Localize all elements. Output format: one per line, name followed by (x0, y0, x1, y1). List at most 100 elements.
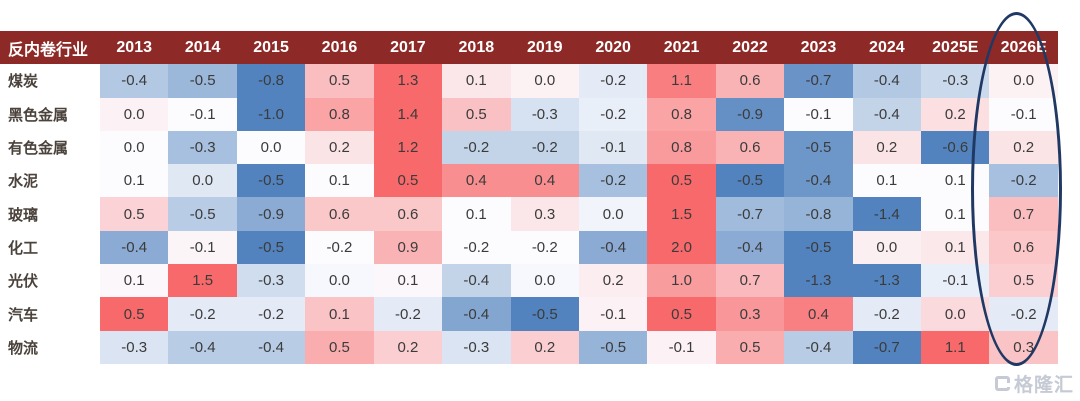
heatmap-cell-r4-c12: 0.1 (921, 197, 990, 231)
heatmap-cell-r8-c3: 0.5 (305, 330, 374, 364)
heatmap-cell-r5-c8: 2.0 (647, 230, 716, 265)
heatmap-cell-r0-c9: 0.6 (715, 64, 785, 98)
heatmap-cell-r3-c4: 0.5 (373, 164, 443, 198)
heatmap-cell-r6-c8: 1.0 (647, 264, 716, 298)
row-label: 煤炭 (0, 64, 100, 98)
year-header-2024: 2024 (852, 31, 922, 65)
heatmap-cell-r6-c13: 0.5 (989, 264, 1058, 298)
year-header-2015: 2015 (236, 31, 306, 65)
heatmap-cell-r1-c1: -0.1 (168, 97, 237, 131)
heatmap-cell-r5-c3: -0.2 (305, 230, 374, 265)
heatmap-cell-r2-c4: 1.2 (373, 130, 443, 165)
heatmap-cell-r0-c13: 0.0 (989, 64, 1058, 98)
heatmap-cell-r7-c10: 0.4 (784, 297, 853, 331)
heatmap-cell-r4-c13: 0.7 (989, 197, 1058, 231)
heatmap-cell-r6-c2: -0.3 (236, 264, 306, 298)
heatmap-cell-r8-c2: -0.4 (236, 330, 306, 364)
heatmap-cell-r6-c6: 0.0 (510, 264, 579, 298)
heatmap-cell-r7-c8: 0.5 (647, 297, 716, 331)
heatmap-cell-r1-c6: -0.3 (510, 97, 579, 131)
year-header-2017: 2017 (373, 31, 443, 65)
row-label: 物流 (0, 330, 100, 364)
heatmap-cell-r8-c12: 1.1 (921, 330, 990, 364)
heatmap-cell-r5-c4: 0.9 (373, 230, 443, 265)
heatmap-cell-r5-c5: -0.2 (442, 230, 511, 265)
heatmap-cell-r2-c0: 0.0 (100, 130, 169, 165)
heatmap-cell-r5-c2: -0.5 (236, 230, 306, 265)
year-header-2023: 2023 (784, 31, 853, 65)
year-header-2018: 2018 (442, 31, 511, 65)
heatmap-cell-r5-c11: 0.0 (852, 230, 922, 265)
heatmap-cell-r5-c6: -0.2 (510, 230, 579, 265)
heatmap-cell-r0-c0: -0.4 (100, 64, 169, 98)
heatmap-cell-r0-c7: -0.2 (578, 64, 648, 98)
heatmap-cell-r3-c7: -0.2 (578, 164, 648, 198)
row-label: 光伏 (0, 264, 100, 298)
heatmap-cell-r2-c11: 0.2 (852, 130, 922, 165)
heatmap-cell-r7-c6: -0.5 (510, 297, 579, 331)
row-label: 汽车 (0, 297, 100, 331)
heatmap-cell-r5-c1: -0.1 (168, 230, 237, 265)
heatmap-cell-r1-c5: 0.5 (442, 97, 511, 131)
heatmap-cell-r5-c0: -0.4 (100, 230, 169, 265)
heatmap-cell-r7-c4: -0.2 (373, 297, 443, 331)
heatmap-cell-r3-c10: -0.4 (784, 164, 853, 198)
heatmap-cell-r4-c9: -0.7 (715, 197, 785, 231)
heatmap-cell-r0-c8: 1.1 (647, 64, 716, 98)
heatmap-cell-r6-c12: -0.1 (921, 264, 990, 298)
heatmap-cell-r3-c3: 0.1 (305, 164, 374, 198)
heatmap-cell-r1-c0: 0.0 (100, 97, 169, 131)
heatmap-cell-r5-c7: -0.4 (578, 230, 648, 265)
heatmap-cell-r7-c7: -0.1 (578, 297, 648, 331)
heatmap-cell-r7-c9: 0.3 (715, 297, 785, 331)
heatmap-table: 反内卷行业 2013 2014 2015 2016 2017 2018 2019 2020 202… (0, 31, 1058, 364)
heatmap-cell-r2-c6: -0.2 (510, 130, 579, 165)
year-header-2021: 2021 (647, 31, 716, 65)
heatmap-cell-r3-c6: 0.4 (510, 164, 579, 198)
heatmap-cell-r4-c11: -1.4 (852, 197, 922, 231)
heatmap-cell-r0-c12: -0.3 (921, 64, 990, 98)
heatmap-cell-r6-c11: -1.3 (852, 264, 922, 298)
heatmap-cell-r3-c0: 0.1 (100, 164, 169, 198)
watermark-text: 格隆汇 (1013, 375, 1074, 396)
heatmap-cell-r4-c7: 0.0 (578, 197, 648, 231)
year-header-2016: 2016 (305, 31, 374, 65)
heatmap-cell-r7-c11: -0.2 (852, 297, 922, 331)
heatmap-cell-r8-c0: -0.3 (100, 330, 169, 364)
year-header-2022: 2022 (715, 31, 785, 65)
heatmap-cell-r3-c13: -0.2 (989, 164, 1058, 198)
heatmap-cell-r2-c9: 0.6 (715, 130, 785, 165)
heatmap-cell-r8-c5: -0.3 (442, 330, 511, 364)
heatmap-cell-r4-c10: -0.8 (784, 197, 853, 231)
heatmap-cell-r7-c0: 0.5 (100, 297, 169, 331)
heatmap-cell-r0-c1: -0.5 (168, 64, 237, 98)
heatmap-cell-r2-c2: 0.0 (236, 130, 306, 165)
heatmap-cell-r3-c2: -0.5 (236, 164, 306, 198)
heatmap-cell-r5-c13: 0.6 (989, 230, 1058, 265)
gelonghui-logo-icon (994, 376, 1010, 391)
year-header-2026e: 2026E (989, 31, 1058, 65)
heatmap-cell-r7-c12: 0.0 (921, 297, 990, 331)
heatmap-cell-r6-c1: 1.5 (168, 264, 237, 298)
heatmap-cell-r2-c12: -0.6 (921, 130, 990, 165)
heatmap-cell-r1-c13: -0.1 (989, 97, 1058, 131)
heatmap-cell-r3-c8: 0.5 (647, 164, 716, 198)
year-header-2025e: 2025E (921, 31, 990, 65)
heatmap-cell-r4-c2: -0.9 (236, 197, 306, 231)
heatmap-cell-r0-c5: 0.1 (442, 64, 511, 98)
heatmap-cell-r1-c4: 1.4 (373, 97, 443, 131)
heatmap-cell-r4-c4: 0.6 (373, 197, 443, 231)
corner-header-label: 反内卷行业 (0, 31, 100, 65)
heatmap-cell-r8-c1: -0.4 (168, 330, 237, 364)
heatmap-cell-r3-c9: -0.5 (715, 164, 785, 198)
heatmap-cell-r6-c3: 0.0 (305, 264, 374, 298)
heatmap-cell-r8-c7: -0.5 (578, 330, 648, 364)
heatmap-cell-r0-c2: -0.8 (236, 64, 306, 98)
heatmap-cell-r2-c13: 0.2 (989, 130, 1058, 165)
heatmap-cell-r5-c9: -0.4 (715, 230, 785, 265)
heatmap-cell-r2-c7: -0.1 (578, 130, 648, 165)
heatmap-cell-r7-c2: -0.2 (236, 297, 306, 331)
year-header-2020: 2020 (578, 31, 648, 65)
heatmap-cell-r5-c10: -0.5 (784, 230, 853, 265)
watermark-gelonghui: 格隆汇 (994, 370, 1074, 397)
